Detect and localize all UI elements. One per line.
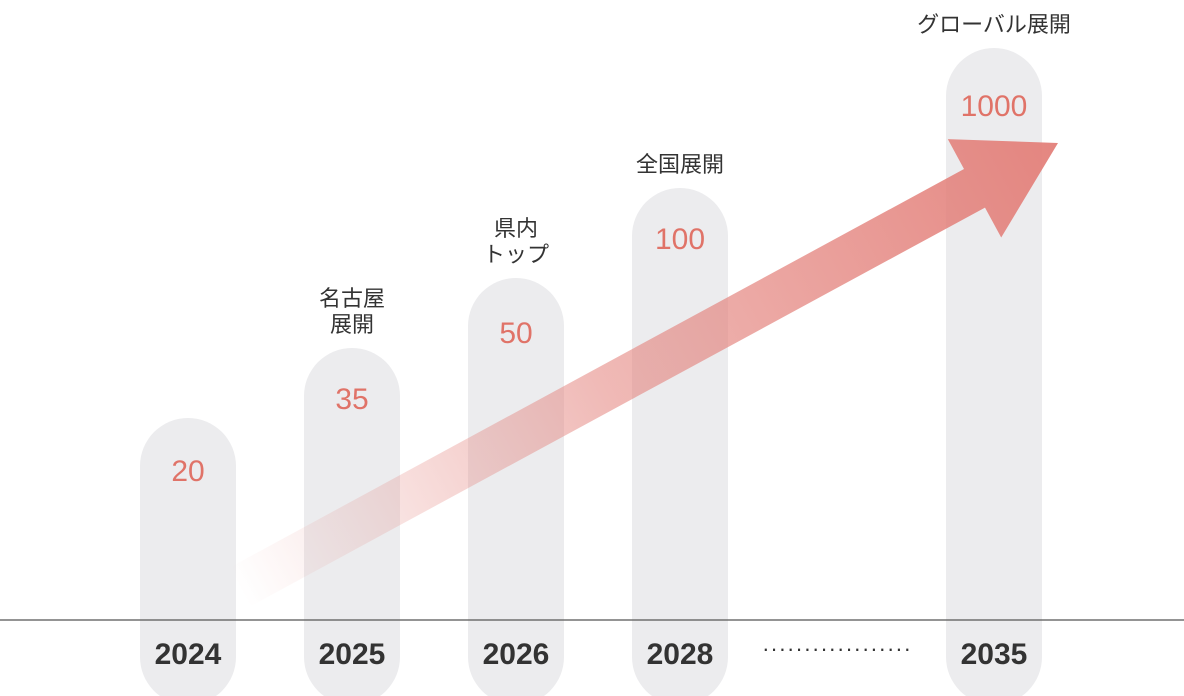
milestone-label-2026-2: トップ	[483, 243, 549, 268]
milestone-label-2028-1: 全国展開	[636, 153, 724, 178]
value-label-2028: 100	[655, 223, 705, 256]
value-label-2025: 35	[335, 383, 368, 416]
trend-arrow-layer	[227, 139, 1058, 608]
year-label-2026: 2026	[483, 638, 550, 671]
year-label-2035: 2035	[961, 638, 1028, 671]
year-label-2025: 2025	[319, 638, 386, 671]
value-label-2035: 1000	[961, 90, 1028, 123]
value-label-2024: 20	[171, 455, 204, 488]
year-label-2024: 2024	[155, 638, 222, 671]
milestone-label-2026-1: 県内	[494, 217, 538, 242]
trend-arrow	[227, 139, 1058, 608]
year-label-2028: 2028	[647, 638, 714, 671]
bar-2026	[468, 278, 564, 696]
milestone-label-2025-1: 名古屋	[319, 287, 385, 312]
milestone-label-2035-1: グローバル展開	[917, 13, 1071, 38]
bar-2024	[140, 418, 236, 696]
value-label-2026: 50	[499, 317, 532, 350]
milestone-label-2025-2: 展開	[330, 313, 374, 338]
bars-layer	[140, 48, 1042, 696]
axis-gap-marker: ··················	[762, 636, 912, 661]
